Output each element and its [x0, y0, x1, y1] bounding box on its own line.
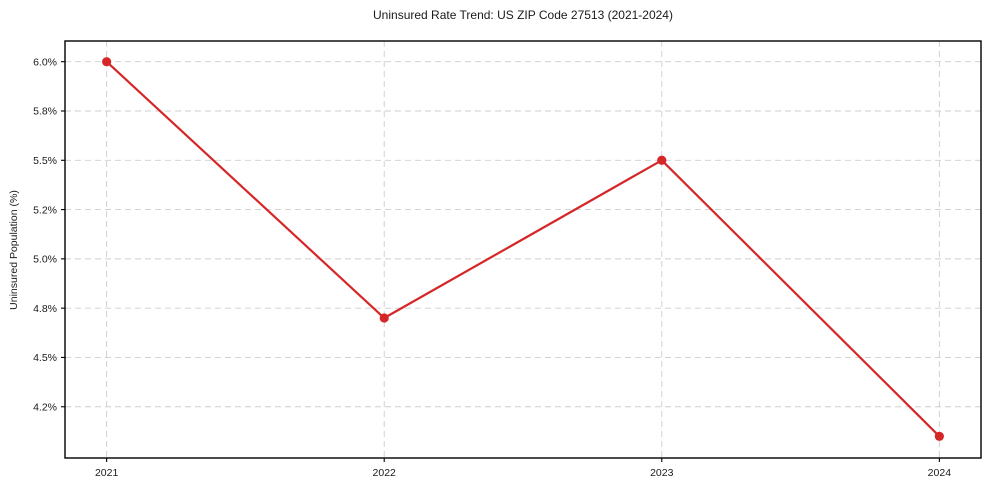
- x-tick-label: 2024: [928, 467, 952, 479]
- y-tick-label: 6.0%: [33, 56, 57, 68]
- x-tick-label: 2021: [95, 467, 119, 479]
- y-tick-label: 5.8%: [33, 106, 57, 118]
- y-tick-label: 5.5%: [33, 155, 57, 167]
- y-tick-label: 4.2%: [33, 401, 57, 413]
- y-tick-label: 5.2%: [33, 204, 57, 216]
- data-point-marker: [657, 155, 667, 165]
- x-tick-label: 2023: [650, 467, 674, 479]
- y-tick-label: 4.8%: [33, 303, 57, 315]
- y-tick-label: 5.0%: [33, 254, 57, 266]
- data-point-marker: [379, 313, 389, 323]
- axes-spines: [64, 40, 982, 459]
- x-tick-label: 2022: [373, 467, 397, 479]
- y-tick-label: 4.5%: [33, 352, 57, 364]
- data-point-marker: [934, 431, 944, 441]
- chart-title: Uninsured Rate Trend: US ZIP Code 27513 …: [373, 8, 673, 22]
- trend-line: [105, 60, 941, 438]
- data-point-marker: [102, 57, 112, 67]
